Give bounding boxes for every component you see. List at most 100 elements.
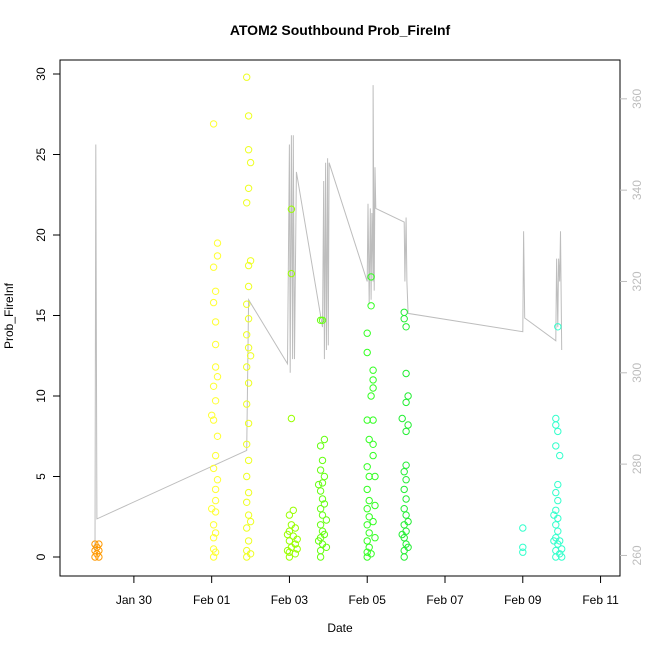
data-point [243,472,251,481]
y-axis-label: Prob_FireInf [2,282,16,349]
data-point [287,205,296,213]
data-point [322,516,331,524]
data-point [404,517,412,526]
data-point [519,524,527,532]
data-point [552,506,560,514]
data-point [209,416,218,424]
data-point [363,537,371,545]
data-point [558,545,566,553]
data-point [283,530,292,539]
data-point [320,500,329,508]
data-point [316,521,325,529]
data-point [519,543,527,551]
data-point [243,331,251,339]
data-point [554,480,562,489]
data-point [402,511,410,519]
x-tick-label: Feb 01 [193,593,231,607]
data-point [367,273,375,281]
data-point [365,496,373,505]
plot-frame [59,59,621,577]
data-point [320,530,329,539]
data-point [365,513,373,521]
data-point [367,302,375,310]
data-point [244,282,253,291]
data-point [95,540,103,548]
data-point [400,485,408,494]
data-point [404,543,412,551]
data-point [552,414,560,423]
y2-tick-label: 340 [630,180,644,200]
data-point [554,527,562,535]
data-point [316,316,325,324]
data-point [371,501,379,510]
data-point [211,529,220,537]
data-point [244,488,253,497]
data-point [211,485,220,494]
data-point [369,376,377,384]
chart-title: ATOM2 Southbound Prob_FireInf [230,22,451,38]
data-point [213,239,222,247]
data-point [363,548,371,556]
data-point [244,511,253,519]
data-point [244,315,253,323]
y2-tick-label: 260 [630,545,644,565]
data-point [402,476,410,484]
data-point [213,252,222,260]
data-point [402,495,410,503]
data-point [289,506,297,514]
data-point [211,451,220,460]
data-point [316,546,325,555]
data-point [363,348,371,357]
data-point [213,373,222,381]
data-point [369,366,377,374]
data-point [400,315,408,323]
data-point [363,463,371,471]
data-point [244,146,253,154]
data-point [211,397,220,405]
x-tick-label: Feb 09 [504,593,542,607]
data-point [243,73,251,81]
secondary-series-line [94,85,563,551]
data-point [209,553,218,561]
data-point [552,421,560,429]
data-point [291,524,299,532]
data-point [363,485,371,494]
data-point [369,451,377,460]
data-point [293,545,301,553]
y2-tick-label: 280 [630,454,644,474]
data-point [322,543,331,551]
data-point [404,392,412,400]
data-point [243,363,251,371]
data-point [365,472,373,481]
data-point [285,511,294,519]
x-tick-label: Feb 03 [271,593,309,607]
data-point [211,496,220,505]
data-point [369,517,377,526]
data-point [316,505,325,513]
data-point [285,553,294,561]
x-tick-label: Jan 30 [116,593,152,607]
data-point [554,496,562,505]
data-point [318,511,327,519]
data-point [369,440,377,448]
data-point [244,537,253,545]
data-point [318,479,327,487]
data-point [400,505,408,513]
data-point [400,553,408,561]
y-axis: 0 5 10 15 20 25 30 [34,67,60,560]
data-point [244,112,253,120]
data-point [209,298,218,307]
data-point [211,340,220,349]
data-point [554,323,562,331]
y-tick-label: 25 [34,148,48,162]
data-point [363,329,371,337]
y-tick-label: 15 [34,309,48,323]
data-point [314,537,323,545]
y-tick-label: 10 [34,389,48,403]
data-point [209,464,218,473]
data-point [243,498,251,506]
points-layer [91,73,566,561]
data-point [209,534,218,542]
data-point [244,379,253,387]
y2-axis: 260 280 300 320 340 360 [620,88,644,565]
